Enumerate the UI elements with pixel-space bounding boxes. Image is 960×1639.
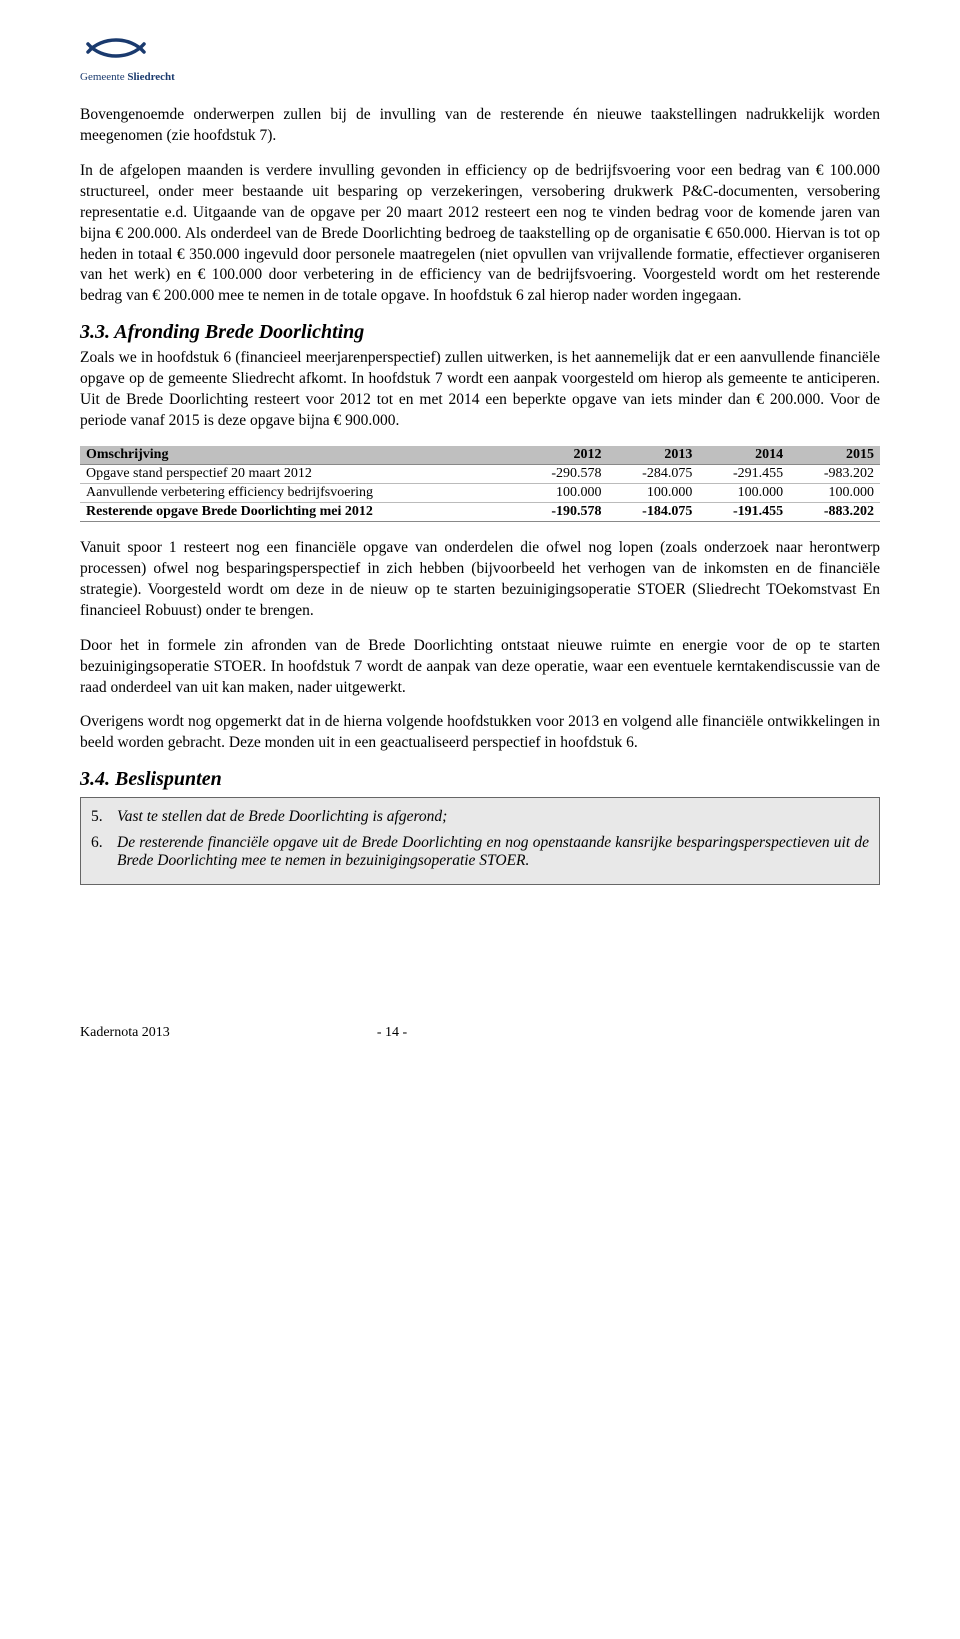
td-total: Resterende opgave Brede Doorlichting mei… bbox=[80, 502, 517, 521]
td-total: -191.455 bbox=[698, 502, 789, 521]
td: 100.000 bbox=[698, 483, 789, 502]
td: -291.455 bbox=[698, 464, 789, 483]
th-2013: 2013 bbox=[608, 446, 699, 465]
paragraph-3-3: Zoals we in hoofdstuk 6 (financieel meer… bbox=[80, 348, 880, 432]
logo: Gemeente Sliedrecht bbox=[80, 30, 175, 83]
heading-3-4-number: 3.4. bbox=[80, 768, 110, 790]
heading-3-3: 3.3. Afronding Brede Doorlichting bbox=[80, 321, 880, 344]
th-2014: 2014 bbox=[698, 446, 789, 465]
td-total: -883.202 bbox=[789, 502, 880, 521]
logo-area: Gemeente Sliedrecht bbox=[80, 30, 880, 85]
td-total: -190.578 bbox=[517, 502, 608, 521]
logo-swoosh-icon bbox=[80, 30, 152, 66]
td: 100.000 bbox=[789, 483, 880, 502]
heading-3-3-number: 3.3. bbox=[80, 321, 110, 343]
td: -284.075 bbox=[608, 464, 699, 483]
th-2015: 2015 bbox=[789, 446, 880, 465]
list-item: 5. Vast te stellen dat de Brede Doorlich… bbox=[91, 804, 869, 830]
page-footer: Kadernota 2013 - 14 - bbox=[80, 1025, 880, 1041]
th-omschrijving: Omschrijving bbox=[80, 446, 517, 465]
footer-left: Kadernota 2013 bbox=[80, 1025, 170, 1040]
logo-text: Gemeente Sliedrecht bbox=[80, 71, 175, 83]
paragraph-intro-1: Bovengenoemde onderwerpen zullen bij de … bbox=[80, 105, 880, 147]
paragraph-intro-2: In de afgelopen maanden is verdere invul… bbox=[80, 161, 880, 307]
beslispunten-list: 5. Vast te stellen dat de Brede Doorlich… bbox=[91, 804, 869, 874]
heading-3-4-title: Beslispunten bbox=[115, 768, 222, 790]
table-total-row: Resterende opgave Brede Doorlichting mei… bbox=[80, 502, 880, 521]
td: Aanvullende verbetering efficiency bedri… bbox=[80, 483, 517, 502]
beslispunten-box: 5. Vast te stellen dat de Brede Doorlich… bbox=[80, 797, 880, 885]
td-total: -184.075 bbox=[608, 502, 699, 521]
finance-table: Omschrijving 2012 2013 2014 2015 Opgave … bbox=[80, 446, 880, 522]
td: -983.202 bbox=[789, 464, 880, 483]
heading-3-3-title: Afronding Brede Doorlichting bbox=[114, 321, 364, 343]
heading-3-4: 3.4. Beslispunten bbox=[80, 768, 880, 791]
logo-name: Sliedrecht bbox=[127, 71, 174, 83]
table-row: Aanvullende verbetering efficiency bedri… bbox=[80, 483, 880, 502]
table-row: Opgave stand perspectief 20 maart 2012 -… bbox=[80, 464, 880, 483]
footer-page-number: - 14 - bbox=[377, 1025, 407, 1040]
td: Opgave stand perspectief 20 maart 2012 bbox=[80, 464, 517, 483]
paragraph-formele: Door het in formele zin afronden van de … bbox=[80, 636, 880, 699]
th-2012: 2012 bbox=[517, 446, 608, 465]
list-item: 6. De resterende financiële opgave uit d… bbox=[91, 830, 869, 874]
paragraph-overigens: Overigens wordt nog opgemerkt dat in de … bbox=[80, 712, 880, 754]
td: 100.000 bbox=[608, 483, 699, 502]
table-header-row: Omschrijving 2012 2013 2014 2015 bbox=[80, 446, 880, 465]
logo-municipality: Gemeente bbox=[80, 71, 125, 83]
list-item-number: 6. bbox=[91, 834, 117, 870]
list-item-text: De resterende financiële opgave uit de B… bbox=[117, 834, 869, 870]
paragraph-spoor1: Vanuit spoor 1 resteert nog een financië… bbox=[80, 538, 880, 622]
td: -290.578 bbox=[517, 464, 608, 483]
list-item-number: 5. bbox=[91, 808, 117, 826]
list-item-text: Vast te stellen dat de Brede Doorlichtin… bbox=[117, 808, 869, 826]
td: 100.000 bbox=[517, 483, 608, 502]
